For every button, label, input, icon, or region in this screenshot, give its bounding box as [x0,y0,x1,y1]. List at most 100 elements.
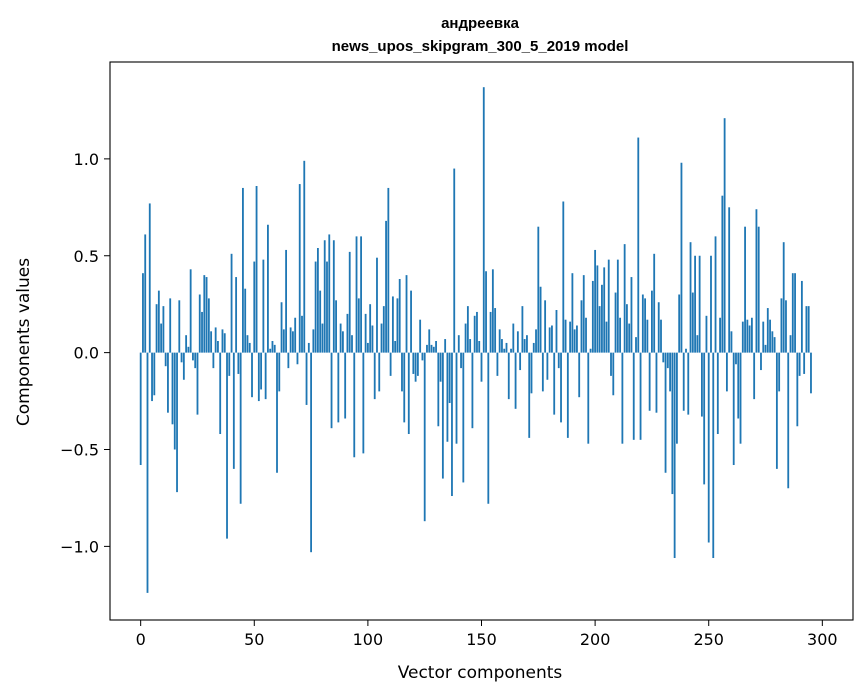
bar-255 [719,317,721,353]
bar-244 [694,255,696,353]
bar-92 [348,251,351,353]
bar-268 [748,325,751,353]
bar-61 [278,352,281,392]
bar-226 [653,253,656,353]
bar-12 [167,352,169,413]
bar-120 [412,352,415,374]
bar-165 [514,352,517,409]
bar-295 [810,352,812,394]
bar-87 [337,352,340,423]
bar-200 [594,249,597,353]
bar-144 [466,306,469,353]
bar-249 [705,315,708,353]
bar-225 [651,290,653,353]
bar-231 [664,352,667,473]
bar-138 [453,168,456,353]
bar-199 [591,280,594,353]
bar-182 [553,352,556,415]
bar-109 [387,187,390,353]
bar-74 [307,342,310,353]
bar-148 [476,311,478,353]
bar-208 [612,352,615,396]
bar-240 [685,348,687,353]
bar-50 [253,261,256,353]
bar-229 [660,319,662,353]
bar-203 [601,284,603,353]
bar-273 [760,352,762,371]
bar-224 [648,352,651,411]
bar-30 [207,298,210,353]
bar-8 [157,290,160,353]
bar-262 [735,352,737,365]
bar-69 [296,352,299,365]
bar-159 [501,339,503,353]
bar-264 [739,352,742,444]
bar-71 [301,315,303,353]
bar-160 [503,348,506,353]
bar-176 [539,286,542,353]
bar-146 [471,352,474,429]
bar-294 [807,306,810,353]
bar-207 [610,352,612,376]
bar-188 [566,352,569,438]
bar-90 [344,352,347,419]
bar-84 [330,352,333,429]
bar-166 [516,331,519,353]
bar-100 [366,342,369,353]
bar-132 [439,352,442,382]
bar-233 [669,352,671,392]
bar-267 [746,319,749,353]
bar-57 [269,348,272,353]
bar-75 [310,352,312,553]
bar-194 [580,300,583,353]
bar-161 [505,342,508,353]
bar-177 [541,352,544,392]
bar-64 [285,249,287,353]
bar-85 [332,240,335,353]
bar-241 [687,352,690,415]
bar-209 [614,292,617,353]
bar-37 [223,333,226,353]
bar-261 [732,352,735,466]
bar-282 [780,298,783,353]
bar-202 [598,306,601,353]
bar-106 [380,323,383,353]
bar-271 [755,209,758,353]
bar-214 [626,304,628,353]
bar-11 [164,352,167,367]
bar-17 [178,300,181,353]
bar-256 [721,195,724,353]
bar-232 [666,352,669,369]
bar-259 [728,207,731,353]
bar-140 [457,335,460,353]
bar-97 [360,236,362,353]
bar-245 [696,335,699,353]
bar-254 [716,352,719,435]
bar-275 [764,344,767,353]
bar-181 [551,325,553,353]
bar-124 [421,352,424,361]
bar-287 [791,273,794,353]
bar-147 [473,315,476,353]
bar-107 [382,306,385,353]
x-axis-label: Vector components [398,663,563,683]
bar-13 [169,298,172,353]
bar-143 [464,323,467,353]
bar-7 [155,304,158,353]
bar-153 [487,352,490,504]
bar-171 [528,352,531,438]
bar-39 [228,352,231,376]
bar-279 [773,337,776,353]
bar-3 [146,352,149,593]
bar-31 [210,331,213,353]
bar-130 [435,341,437,353]
bar-265 [741,321,744,353]
bar-23 [192,352,194,361]
bar-116 [403,352,406,423]
bar-53 [260,352,263,390]
bar-32 [212,352,215,369]
bar-213 [623,244,626,353]
bar-67 [292,331,294,353]
x-tick-label: 250 [693,630,724,649]
bar-142 [462,352,465,483]
